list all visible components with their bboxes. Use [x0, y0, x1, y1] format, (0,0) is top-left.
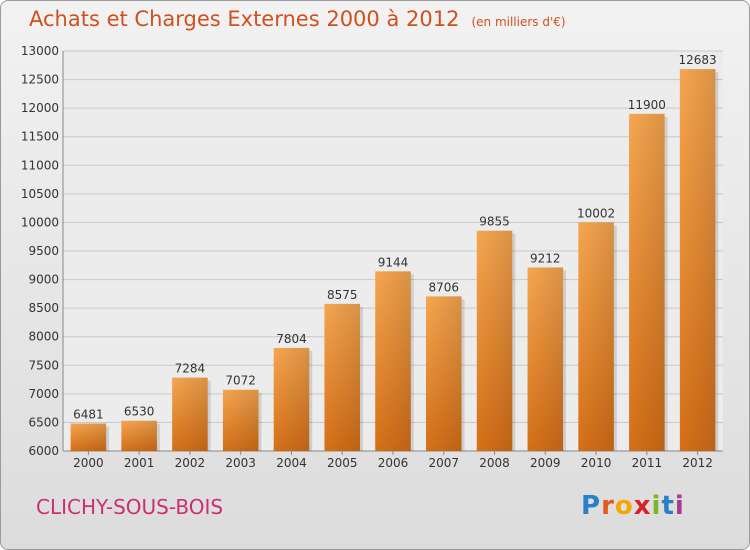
bar-shade [629, 113, 665, 451]
y-tick-label: 11000 [21, 158, 59, 172]
y-tick-label: 8000 [28, 330, 59, 344]
x-tick-label: 2005 [327, 456, 358, 470]
y-tick-label: 9500 [28, 244, 59, 258]
y-tick-label: 7500 [28, 358, 59, 372]
x-tick-label: 2009 [530, 456, 561, 470]
bar-shade [679, 69, 716, 451]
data-label: 9855 [479, 215, 510, 229]
data-label: 8706 [428, 280, 459, 294]
x-tick-label: 2002 [175, 456, 206, 470]
labels-layer: 6000 6500 7000 7500 8000 8500 9000 9500 10000 105… [21, 44, 717, 470]
bar-shade [273, 347, 310, 451]
data-label: 7284 [175, 362, 206, 376]
bar-shade [476, 230, 513, 451]
chart-subtitle: (en milliers d'€) [471, 15, 566, 29]
x-tick-label: 2000 [73, 456, 104, 470]
data-label: 9212 [530, 251, 561, 265]
y-tick-label: 6000 [28, 444, 59, 458]
x-tick-label: 2008 [479, 456, 510, 470]
data-label: 6530 [124, 405, 155, 419]
x-tick-label: 2006 [378, 456, 409, 470]
y-tick-label: 12000 [21, 101, 59, 115]
bar-shade [172, 377, 208, 451]
data-label: 12683 [679, 53, 717, 67]
chart-title-text: Achats et Charges Externes 2000 à 2012 [29, 7, 460, 31]
y-tick-label: 10000 [21, 215, 59, 229]
bar-shade [70, 423, 107, 451]
data-label: 7804 [276, 332, 307, 346]
y-tick-label: 7000 [28, 387, 59, 401]
data-label: 6481 [73, 408, 104, 422]
bar-shade [426, 296, 462, 451]
data-label: 7072 [225, 374, 256, 388]
y-tick-label: 6500 [28, 415, 59, 429]
bar-shade [578, 222, 614, 451]
bar-shade [121, 420, 157, 451]
bar-shade [222, 389, 259, 451]
data-label: 11900 [628, 98, 666, 112]
data-label: 10002 [577, 206, 615, 220]
y-tick-label: 12500 [21, 73, 59, 87]
x-tick-label: 2007 [428, 456, 459, 470]
bar-shade [527, 267, 564, 451]
y-tick-label: 9000 [28, 273, 59, 287]
x-tick-label: 2003 [225, 456, 256, 470]
x-tick-label: 2012 [682, 456, 713, 470]
x-tick-label: 2010 [581, 456, 612, 470]
bar-shade [375, 271, 411, 451]
y-tick-label: 8500 [28, 301, 59, 315]
x-tick-label: 2011 [632, 456, 663, 470]
y-tick-label: 11500 [21, 130, 59, 144]
x-tick-label: 2004 [276, 456, 307, 470]
bar-shade [324, 303, 360, 451]
y-tick-label: 10500 [21, 187, 59, 201]
data-label: 8575 [327, 288, 358, 302]
proxiti-logo[interactable]: Proxiti [581, 491, 685, 521]
bars-layer [70, 69, 719, 451]
x-tick-label: 2001 [124, 456, 155, 470]
data-label: 9144 [378, 255, 409, 269]
chart-title: Achats et Charges Externes 2000 à 2012 (e… [29, 7, 566, 31]
city-name: CLICHY-SOUS-BOIS [36, 495, 224, 519]
y-tick-label: 13000 [21, 44, 59, 58]
